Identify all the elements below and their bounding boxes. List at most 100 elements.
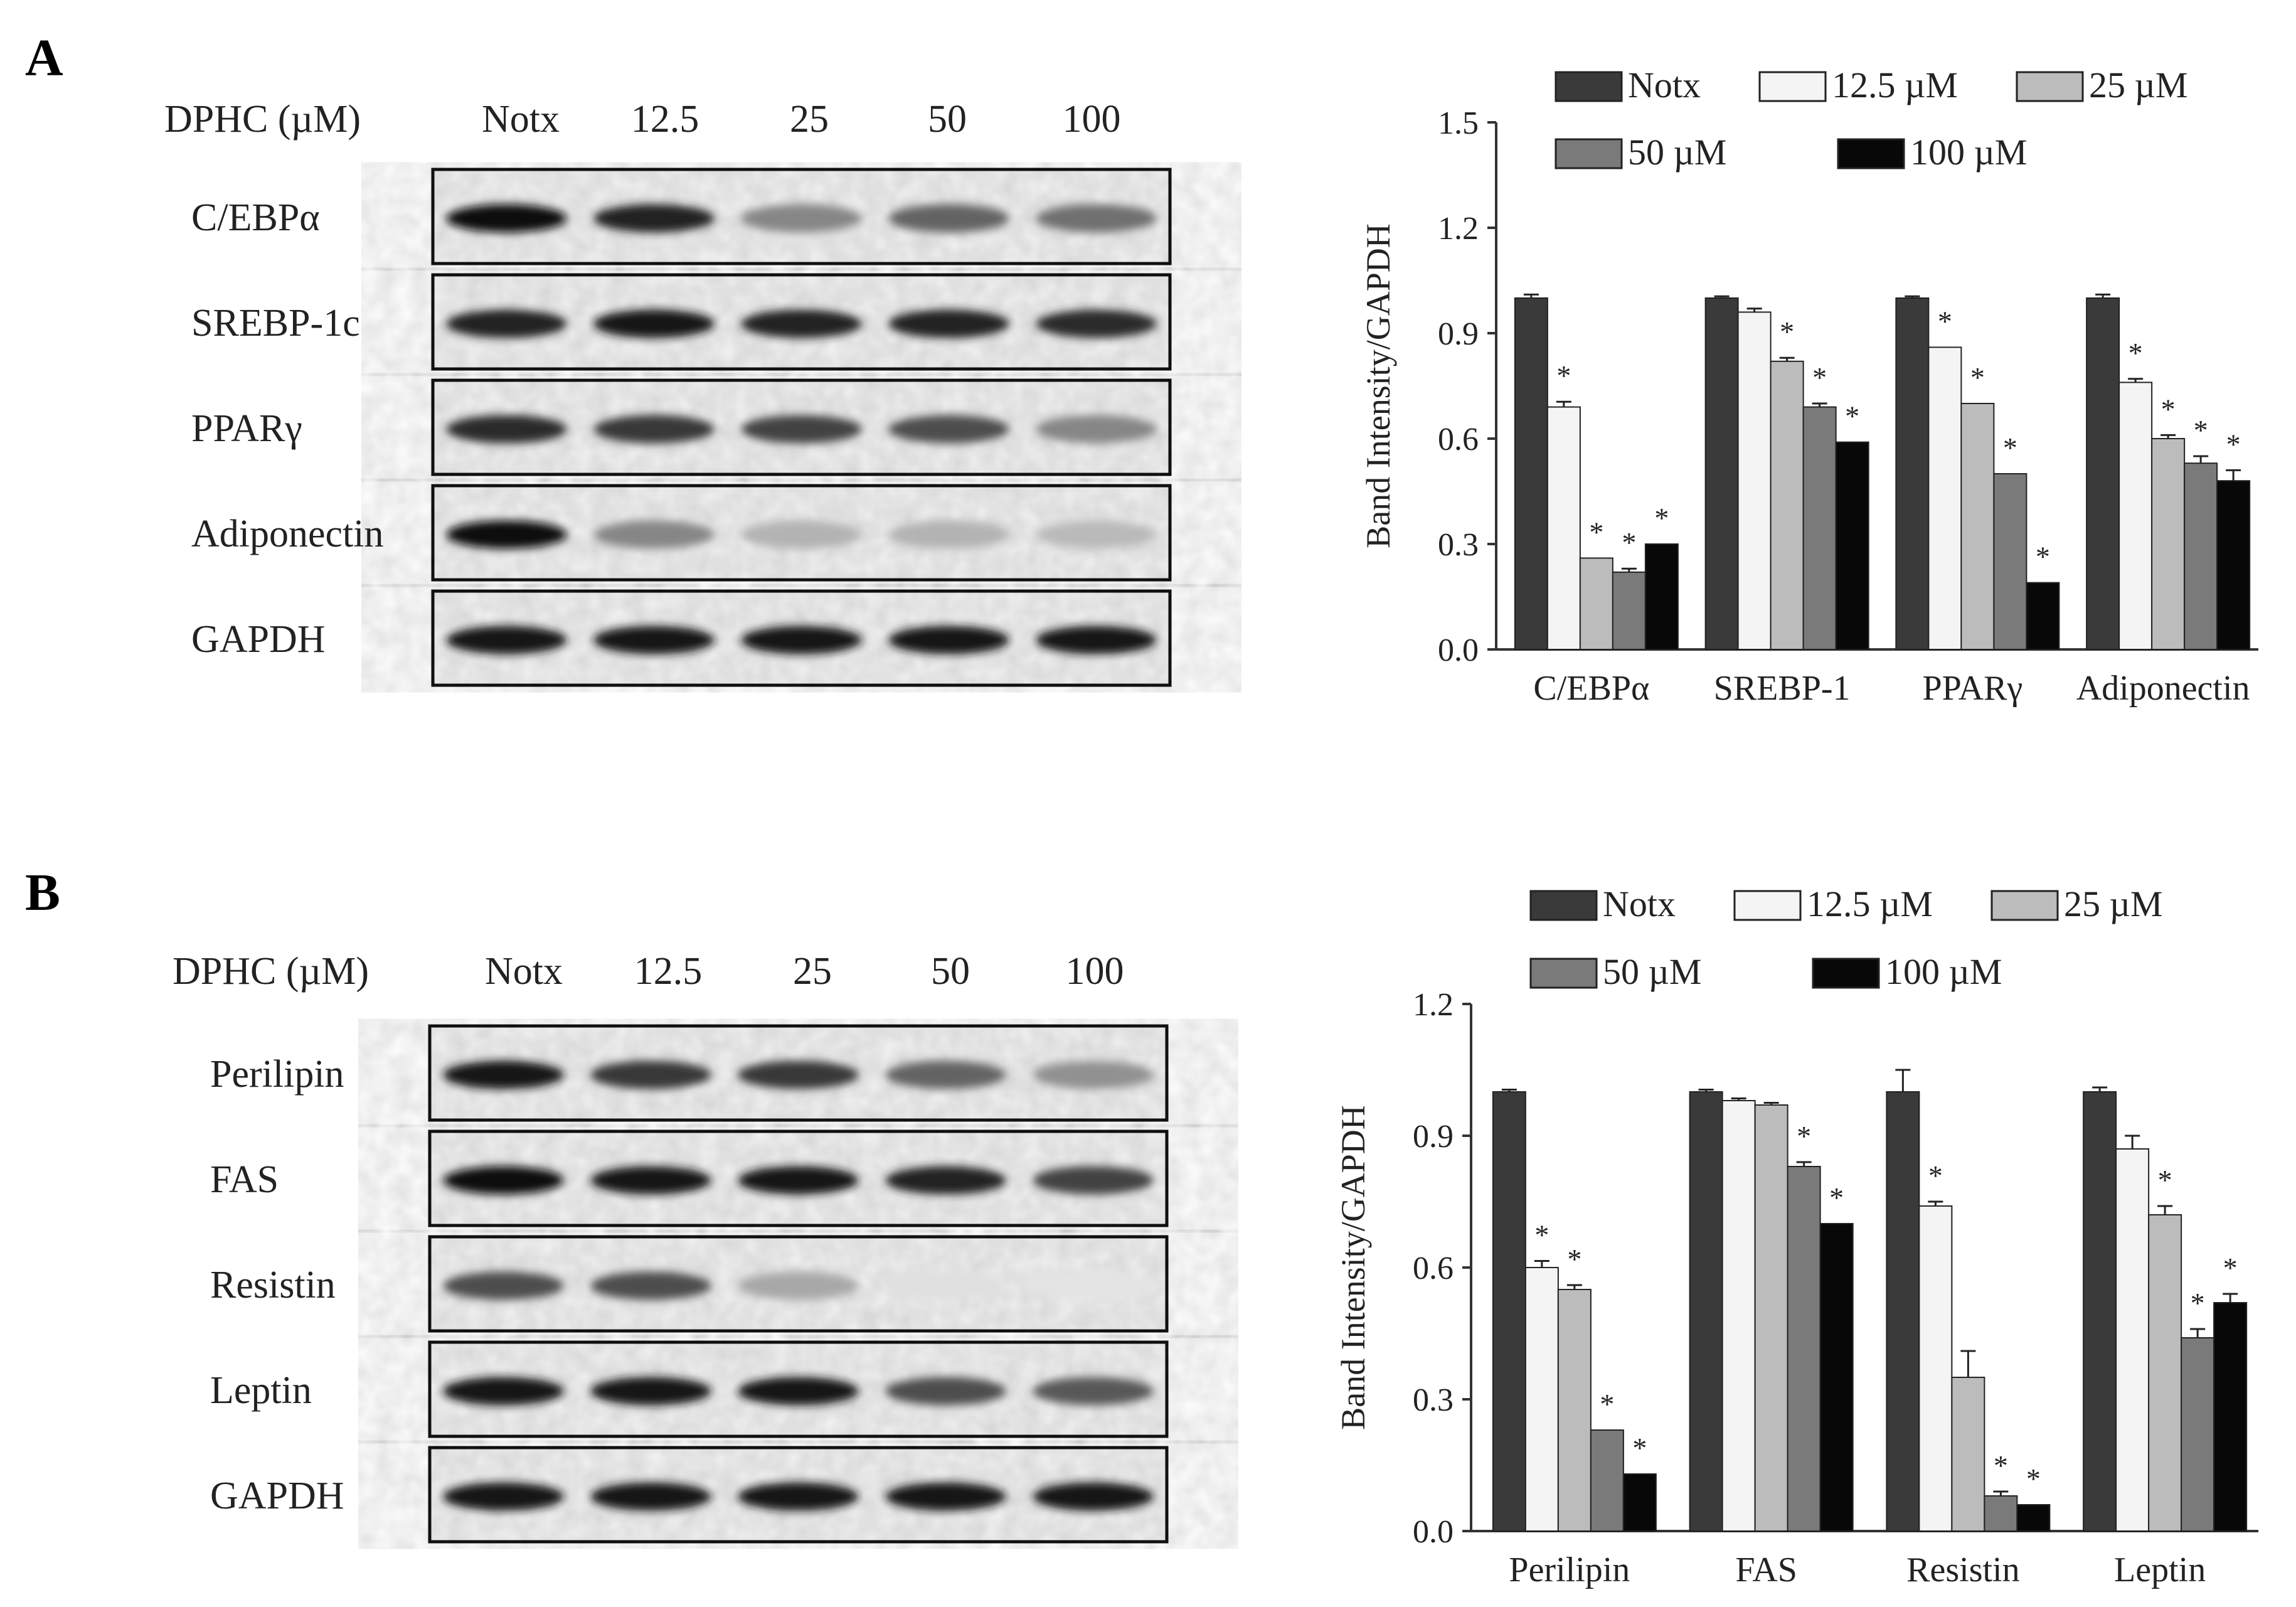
blot-band-ppar-100 xyxy=(1036,415,1157,444)
significance-star: * xyxy=(2161,393,2176,425)
legend-label-12-5-m: 12.5 µM xyxy=(1832,65,1958,105)
blot-band-gapdh-12-5 xyxy=(593,626,715,654)
blot-row-label-c-ebp: C/EBPα xyxy=(191,196,320,239)
legend-swatch-25-m xyxy=(2016,71,2084,102)
bar-adiponectin-12-5-m xyxy=(2118,382,2153,651)
blot-band-srebp-1c-25 xyxy=(741,309,862,338)
y-axis-label-b: Band Intensity/GAPDH xyxy=(1334,1105,1372,1429)
bar-leptin-notx xyxy=(2083,1091,2117,1532)
blot-band-adiponectin-12-5 xyxy=(593,520,715,549)
bar-ppar-notx xyxy=(1895,297,1930,650)
lane-label-12-5: 12.5 xyxy=(634,950,703,993)
blot-band-fas-25 xyxy=(738,1166,859,1195)
significance-star: * xyxy=(1780,316,1794,348)
blot-band-gapdh-25 xyxy=(741,626,862,654)
significance-star: * xyxy=(2191,1287,2205,1319)
bar-adiponectin-25-m xyxy=(2151,438,2186,650)
blot-band-resistin-50 xyxy=(885,1271,1006,1300)
legend-swatch-12-5-m xyxy=(1733,890,1802,921)
legend-swatch-100-m xyxy=(1837,138,1905,169)
bar-fas-100-m xyxy=(1819,1223,1854,1532)
blot-band-leptin-25 xyxy=(738,1377,859,1406)
significance-star: * xyxy=(2158,1164,2172,1196)
bar-resistin-50-m xyxy=(1984,1495,2018,1532)
lane-label-50: 50 xyxy=(931,950,970,993)
blot-band-c-ebp-notx xyxy=(446,204,567,233)
lane-label-notx: Notx xyxy=(485,950,563,993)
blot-band-fas-50 xyxy=(885,1166,1006,1195)
blot-band-ppar-12-5 xyxy=(593,415,715,444)
bar-perilipin-100-m xyxy=(1622,1473,1657,1532)
significance-star: * xyxy=(1797,1120,1811,1152)
blot-band-gapdh-50 xyxy=(885,1482,1006,1511)
bar-ppar-12-5-m xyxy=(1928,346,1962,651)
blot-row-label-gapdh: GAPDH xyxy=(210,1475,344,1517)
blot-band-perilipin-notx xyxy=(443,1060,564,1089)
blot-row-label-perilipin: Perilipin xyxy=(210,1053,344,1096)
y-tick-label: 0.3 xyxy=(1413,1382,1454,1418)
legend-label-notx: Notx xyxy=(1603,884,1676,924)
bar-srebp-1-25-m xyxy=(1770,360,1804,650)
bar-adiponectin-100-m xyxy=(2216,480,2251,650)
bar-resistin-12-5-m xyxy=(1918,1205,1953,1532)
blot-band-resistin-100 xyxy=(1033,1271,1154,1300)
bar-ppar-100-m xyxy=(2026,582,2060,650)
bar-leptin-12-5-m xyxy=(2115,1148,2150,1532)
blot-band-ppar-notx xyxy=(446,415,567,444)
blot-band-adiponectin-25 xyxy=(741,520,862,549)
bar-resistin-100-m xyxy=(2016,1504,2051,1532)
bar-srebp-1-100-m xyxy=(1835,441,1869,650)
y-tick-label: 0.3 xyxy=(1438,527,1479,563)
category-label-adiponectin: Adiponectin xyxy=(2076,669,2250,708)
lane-label-25: 25 xyxy=(793,950,832,993)
legend-label-50-m: 50 µM xyxy=(1603,951,1702,992)
legend-swatch-notx xyxy=(1555,71,1623,102)
blot-band-fas-notx xyxy=(443,1166,564,1195)
bar-fas-25-m xyxy=(1754,1104,1788,1532)
blot-band-resistin-notx xyxy=(443,1271,564,1300)
y-tick-label: 1.2 xyxy=(1438,211,1479,247)
y-tick-label: 0.9 xyxy=(1413,1119,1454,1155)
significance-star: * xyxy=(2194,414,2208,446)
significance-star: * xyxy=(1622,526,1636,558)
legend-swatch-25-m xyxy=(1990,890,2059,921)
blot-band-resistin-25 xyxy=(738,1271,859,1300)
significance-star: * xyxy=(2223,1252,2238,1284)
significance-star: * xyxy=(2003,432,2017,464)
category-label-perilipin: Perilipin xyxy=(1509,1551,1630,1589)
bar-c-ebp-12-5-m xyxy=(1546,406,1581,650)
blot-band-fas-12-5 xyxy=(590,1166,711,1195)
legend-label-notx: Notx xyxy=(1628,65,1701,105)
blot-band-leptin-50 xyxy=(885,1377,1006,1406)
legend-swatch-50-m xyxy=(1555,138,1623,169)
blot-band-gapdh-50 xyxy=(888,626,1009,654)
category-label-leptin: Leptin xyxy=(2114,1551,2206,1589)
category-label-fas: FAS xyxy=(1735,1551,1797,1589)
significance-star: * xyxy=(1928,1160,1943,1192)
bar-resistin-25-m xyxy=(1951,1377,1985,1532)
bar-srebp-1-50-m xyxy=(1802,406,1837,650)
y-tick-label: 0.6 xyxy=(1438,422,1479,457)
blot-row-label-gapdh: GAPDH xyxy=(191,618,326,661)
bar-adiponectin-notx xyxy=(2086,297,2120,650)
blot-band-fas-100 xyxy=(1033,1166,1154,1195)
blot-band-ppar-25 xyxy=(741,415,862,444)
blot-band-gapdh-25 xyxy=(738,1482,859,1511)
dose-label-a: DPHC (µM) xyxy=(164,98,361,141)
panel-letter-b: B xyxy=(25,863,60,922)
y-tick-label: 0.0 xyxy=(1413,1514,1454,1550)
legend-label-50-m: 50 µM xyxy=(1628,132,1727,173)
category-label-c-ebp: C/EBPα xyxy=(1533,669,1649,708)
blot-band-adiponectin-100 xyxy=(1036,520,1157,549)
significance-star: * xyxy=(1829,1182,1844,1214)
blot-band-perilipin-50 xyxy=(885,1060,1006,1089)
bar-c-ebp-notx xyxy=(1514,297,1548,650)
significance-star: * xyxy=(1534,1219,1549,1251)
blot-band-adiponectin-notx xyxy=(446,520,567,549)
blot-row-label-ppar: PPARγ xyxy=(191,407,302,450)
blot-band-srebp-1c-100 xyxy=(1036,309,1157,338)
bar-srebp-1-notx xyxy=(1704,297,1739,650)
blot-row-label-fas: FAS xyxy=(210,1158,279,1201)
western-blot-b: DPHC (µM) Notx 12.5 25 50 100 Perilipin FAS Resi… xyxy=(173,950,1169,1544)
lane-label-50: 50 xyxy=(928,98,967,141)
